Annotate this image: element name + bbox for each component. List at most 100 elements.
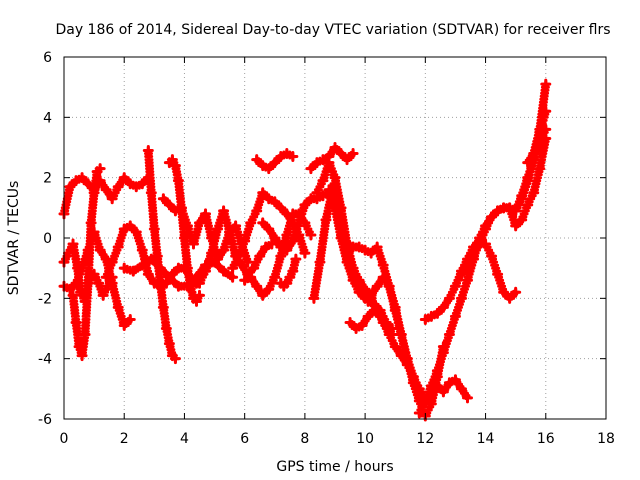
data-point — [401, 353, 413, 365]
data-point — [419, 313, 431, 325]
y-axis-label: SDTVAR / TECUs — [6, 181, 22, 296]
data-point — [82, 178, 94, 190]
data-point — [329, 172, 341, 184]
data-point — [431, 307, 443, 319]
data-point — [100, 184, 112, 196]
data-point — [290, 253, 302, 265]
data-point — [347, 274, 359, 286]
data-point — [335, 232, 347, 244]
data-point — [236, 259, 248, 271]
data-point — [82, 277, 94, 289]
data-point — [461, 274, 473, 286]
data-point — [130, 181, 142, 193]
series-track-21 — [344, 304, 398, 334]
data-point — [239, 274, 251, 286]
x-tick-labels: 0 2 4 6 8 10 12 14 16 18 — [60, 431, 615, 447]
data-point — [498, 286, 510, 298]
data-point — [266, 238, 278, 250]
series-track-13 — [251, 148, 299, 175]
data-point — [308, 292, 320, 304]
data-point — [437, 347, 449, 359]
x-tick-label: 4 — [180, 431, 189, 447]
data-point — [425, 310, 437, 322]
data-point — [263, 193, 275, 205]
y-tick-label: 2 — [43, 171, 52, 187]
data-point — [359, 283, 371, 295]
data-point — [124, 313, 136, 325]
data-point — [413, 386, 425, 398]
data-point — [88, 187, 100, 199]
series-track-3 — [67, 163, 106, 362]
data-point — [275, 202, 287, 214]
data-point — [181, 220, 193, 232]
data-point — [239, 235, 251, 247]
data-point — [142, 145, 154, 157]
data-point — [169, 160, 181, 172]
data-point — [67, 238, 79, 250]
data-point — [242, 256, 254, 268]
data-point — [245, 217, 257, 229]
data-point — [63, 247, 75, 259]
data-point — [200, 208, 212, 220]
data-point — [145, 253, 157, 265]
data-point — [257, 289, 269, 301]
data-point — [281, 277, 293, 289]
data-point — [73, 341, 85, 353]
data-point — [275, 250, 287, 262]
data-point — [504, 292, 516, 304]
data-point — [359, 292, 371, 304]
data-point — [263, 223, 275, 235]
data-point — [359, 244, 371, 256]
data-point — [350, 323, 362, 334]
data-point — [169, 205, 181, 217]
data-point — [124, 178, 136, 190]
x-tick-label: 0 — [60, 431, 69, 447]
data-point — [419, 395, 431, 407]
data-point — [540, 78, 552, 90]
data-point — [449, 374, 461, 386]
series-track-26 — [522, 78, 552, 169]
x-tick-label: 14 — [477, 431, 495, 447]
data-point — [112, 301, 124, 313]
data-point — [64, 283, 76, 295]
data-point — [389, 304, 401, 316]
data-point — [314, 256, 326, 268]
data-point — [371, 280, 383, 292]
data-point — [218, 205, 230, 217]
data-point — [284, 271, 296, 283]
data-point — [528, 148, 540, 160]
data-point — [172, 175, 184, 187]
data-point — [522, 157, 534, 169]
data-point — [100, 271, 112, 283]
data-point — [230, 220, 242, 232]
data-point — [218, 244, 230, 256]
data-point — [377, 259, 389, 271]
data-point — [160, 323, 172, 334]
data-point — [299, 199, 311, 211]
data-point — [437, 386, 449, 398]
data-point — [356, 319, 368, 331]
data-point — [275, 151, 287, 163]
data-point — [79, 329, 91, 341]
data-point — [67, 289, 79, 301]
data-point — [287, 151, 299, 163]
x-tick-label: 12 — [416, 431, 434, 447]
data-point — [154, 262, 166, 274]
data-point — [353, 241, 365, 253]
data-point — [254, 250, 266, 262]
data-point — [329, 142, 341, 153]
data-point — [443, 377, 455, 389]
data-point — [106, 256, 118, 268]
data-point — [181, 262, 193, 274]
data-point — [480, 223, 492, 235]
data-point — [269, 271, 281, 283]
data-point — [263, 163, 275, 175]
data-point — [200, 265, 212, 277]
data-point — [106, 277, 118, 289]
data-point — [257, 187, 269, 199]
data-point — [106, 193, 118, 205]
data-point — [275, 241, 287, 253]
data-point — [455, 383, 467, 395]
data-point — [305, 163, 317, 175]
